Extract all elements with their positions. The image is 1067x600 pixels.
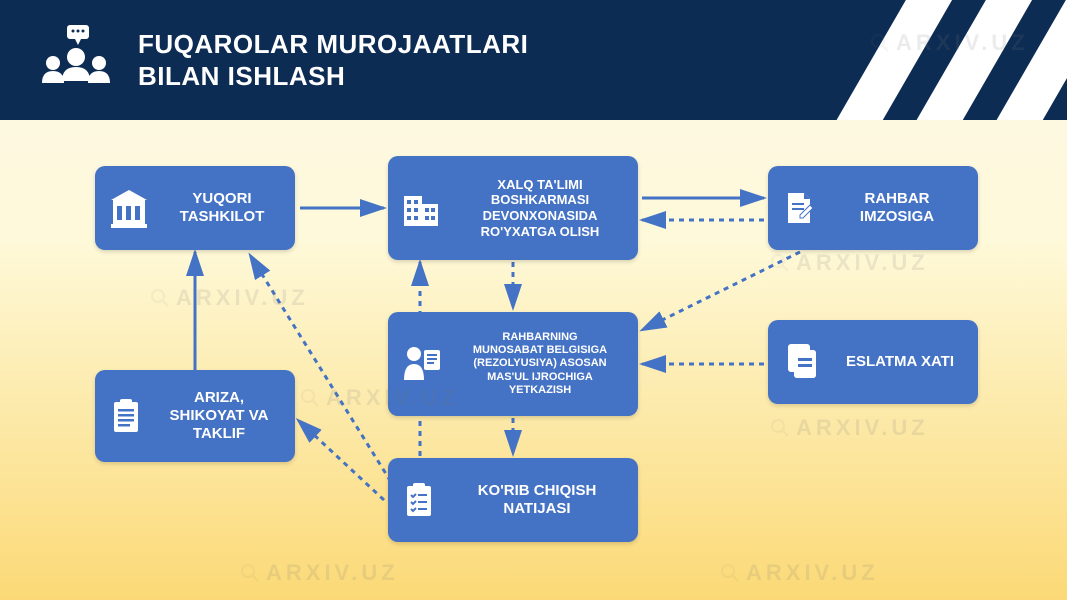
watermark: ARXIV.UZ [870, 30, 1029, 56]
node-eslatma-xati: ESLATMA XATI [768, 320, 978, 404]
watermark: ARXIV.UZ [770, 415, 929, 441]
node-yuqori-tashkilot: YUQORITASHKILOT [95, 166, 295, 250]
person-doc-icon [400, 342, 444, 386]
node-label: XALQ TA'LIMIBOSHKARMASIDEVONXONASIDARO'Y… [454, 177, 626, 239]
node-rahbar-imzosiga: RAHBARIMZOSIGA [768, 166, 978, 250]
header-stripes-deco [707, 0, 1067, 120]
watermark: ARXIV.UZ [240, 560, 399, 586]
node-label: RAHBARNINGMUNOSABAT BELGISIGA(REZOLYUSIY… [454, 331, 626, 397]
node-korib-chiqish: KO'RIB CHIQISHNATIJASI [388, 458, 638, 542]
flowchart-canvas: YUQORITASHKILOT ARIZA,SHIKOYAT VATAKLIF [0, 120, 1067, 600]
clipboard-lines-icon [107, 397, 145, 435]
arrow-korib-to-ariza [298, 420, 384, 500]
people-group-icon [40, 25, 110, 95]
clipboard-check-icon [400, 481, 438, 519]
docs-copy-icon [780, 340, 824, 384]
node-label: YUQORITASHKILOT [161, 190, 283, 226]
node-label: KO'RIB CHIQISHNATIJASI [448, 482, 626, 518]
watermark: ARXIV.UZ [150, 285, 309, 311]
doc-sign-icon [780, 189, 818, 227]
watermark: ARXIV.UZ [720, 560, 879, 586]
page-title: FUQAROLAR MUROJAATLARIBILAN ISHLASH [138, 28, 528, 93]
node-label: ARIZA,SHIKOYAT VATAKLIF [155, 389, 283, 443]
node-label: ESLATMA XATI [834, 353, 966, 371]
watermark: ARXIV.UZ [300, 385, 459, 411]
building-gov-icon [107, 186, 151, 230]
header: FUQAROLAR MUROJAATLARIBILAN ISHLASH ARXI… [0, 0, 1067, 120]
node-label: RAHBARIMZOSIGA [828, 190, 966, 226]
node-xalq-talimi: XALQ TA'LIMIBOSHKARMASIDEVONXONASIDARO'Y… [388, 156, 638, 260]
watermark: ARXIV.UZ [770, 250, 929, 276]
buildings-icon [400, 186, 444, 230]
node-ariza: ARIZA,SHIKOYAT VATAKLIF [95, 370, 295, 462]
